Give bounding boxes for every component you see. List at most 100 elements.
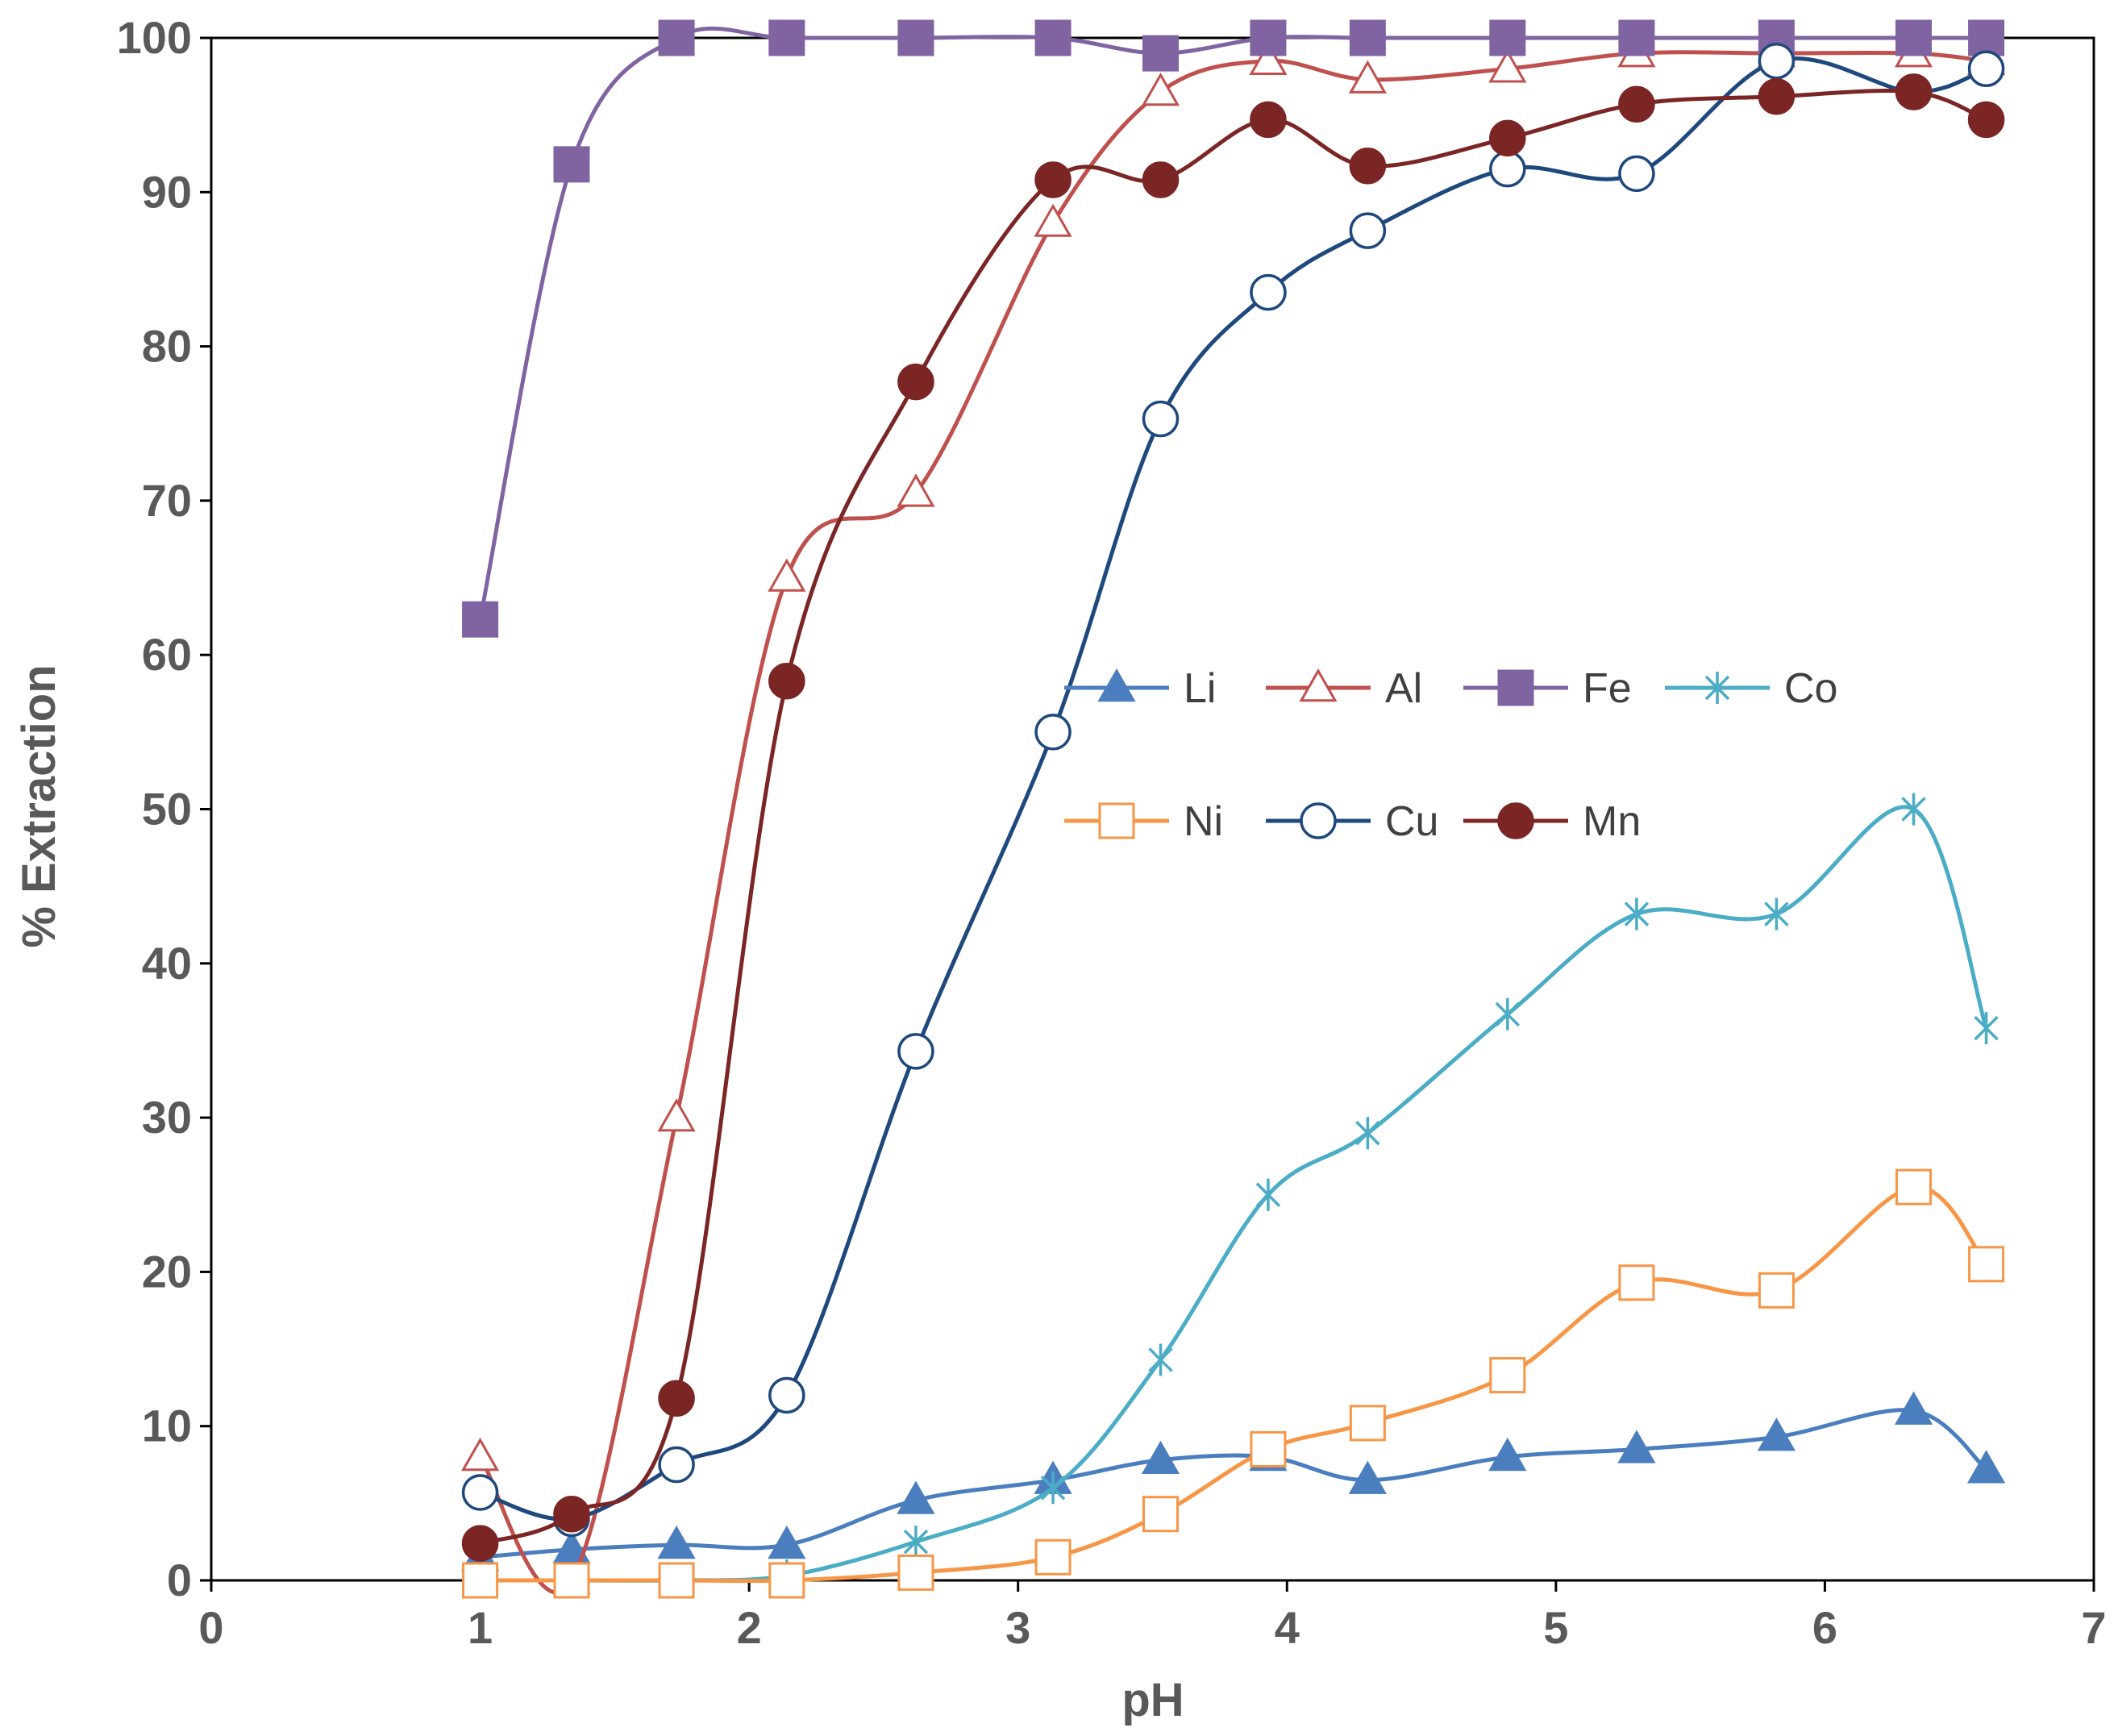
x-axis: 0 1 2 3 4 5 6 7 <box>198 1580 2107 1653</box>
data-point-mn <box>1034 161 1071 198</box>
data-point-al <box>1488 49 1527 83</box>
data-point-ni <box>1895 1168 1933 1205</box>
x-tick-label: 5 <box>1543 1602 1568 1653</box>
data-point-li <box>1488 1437 1527 1472</box>
data-point-mn <box>1618 85 1655 123</box>
data-point-co <box>1040 1472 1066 1505</box>
data-point-co <box>1764 897 1789 930</box>
data-point-fe <box>1349 19 1386 56</box>
data-point-ni <box>1349 1405 1386 1442</box>
data-point-mn <box>658 1380 695 1418</box>
data-point-co <box>1255 1178 1281 1211</box>
data-point-cu <box>768 1376 805 1414</box>
data-point-fe <box>768 19 805 56</box>
data-point-li <box>1966 1450 2006 1484</box>
legend-label-co: Co <box>1784 665 1837 712</box>
data-point-cu <box>1250 273 1287 311</box>
data-point-fe <box>658 19 695 56</box>
x-tick-label: 1 <box>468 1602 493 1653</box>
y-tick-label: 60 <box>142 629 192 680</box>
data-point-ni <box>1034 1538 1071 1576</box>
legend-item-al: Al <box>1266 665 1422 712</box>
data-point-co <box>1974 1012 1999 1045</box>
data-point-ni <box>1250 1430 1287 1467</box>
data-point-fe <box>1034 19 1071 56</box>
data-point-al <box>460 1437 500 1472</box>
data-point-mn <box>1895 73 1933 110</box>
x-axis-title: pH <box>1121 1674 1184 1726</box>
data-point-al <box>1141 72 1180 106</box>
legend-label-ni: Ni <box>1184 798 1223 845</box>
legend-item-co: Co <box>1665 665 1837 712</box>
data-point-cu <box>1349 212 1387 249</box>
data-point-mn <box>1349 148 1387 185</box>
data-point-li <box>1617 1430 1656 1463</box>
data-point-ni <box>1618 1264 1655 1301</box>
data-point-co <box>1624 897 1650 930</box>
series-ni <box>462 1168 2005 1599</box>
data-point-ni <box>768 1562 805 1599</box>
data-point-mn <box>553 1495 590 1533</box>
data-point-fe <box>897 19 934 56</box>
data-point-ni <box>462 1562 499 1599</box>
data-point-fe <box>1489 19 1526 56</box>
data-point-cu <box>1034 714 1071 751</box>
data-point-al <box>1034 203 1072 237</box>
series-fe <box>462 19 2005 638</box>
data-point-mn <box>1142 161 1180 198</box>
data-point-li <box>657 1525 696 1559</box>
data-point-mn <box>461 1525 499 1562</box>
series-line-cu <box>479 56 1987 1522</box>
data-point-cu <box>658 1446 695 1484</box>
data-point-fe <box>1250 19 1287 56</box>
data-point-fe <box>1142 35 1180 72</box>
data-point-mn <box>897 363 934 401</box>
data-point-mn <box>768 662 805 700</box>
data-point-al <box>768 558 806 592</box>
legend-item-fe: Fe <box>1463 665 1632 712</box>
y-axis-title: % Extraction <box>13 664 65 947</box>
legend-marker-al <box>1299 668 1338 702</box>
y-tick-label: 30 <box>142 1092 192 1143</box>
data-point-fe <box>462 601 499 638</box>
data-point-ni <box>1758 1272 1795 1309</box>
data-point-ni <box>897 1554 934 1591</box>
plot-area <box>210 36 2095 1582</box>
legend-marker-mn <box>1497 802 1534 839</box>
legend-item-cu: Cu <box>1266 798 1438 845</box>
data-point-fe <box>1895 19 1933 56</box>
data-point-ni <box>553 1562 590 1599</box>
data-point-cu <box>897 1033 934 1070</box>
data-point-cu <box>1967 50 2005 88</box>
legend-label-al: Al <box>1385 665 1422 712</box>
legend-label-li: Li <box>1184 665 1216 712</box>
series-mn <box>461 73 2005 1562</box>
data-point-cu <box>461 1474 499 1511</box>
data-point-co <box>1901 793 1926 826</box>
data-point-fe <box>553 146 590 183</box>
y-tick-label: 20 <box>142 1246 192 1297</box>
y-tick-label: 70 <box>142 475 192 526</box>
y-tick-label: 80 <box>142 321 192 372</box>
data-point-al <box>1348 60 1387 94</box>
y-tick-label: 90 <box>142 166 192 217</box>
legend-item-mn: Mn <box>1463 798 1641 845</box>
legend-label-mn: Mn <box>1583 798 1641 845</box>
data-point-cu <box>1142 400 1180 438</box>
data-point-li <box>1894 1391 1933 1425</box>
y-tick-label: 0 <box>167 1555 192 1605</box>
legend-item-ni: Ni <box>1064 798 1223 845</box>
data-point-li <box>1757 1418 1796 1451</box>
legend-marker-fe <box>1497 669 1534 706</box>
data-point-ni <box>1142 1496 1180 1533</box>
legend-marker-ni <box>1098 802 1135 839</box>
data-point-li <box>1141 1440 1180 1475</box>
data-point-co <box>1148 1343 1173 1376</box>
data-point-mn <box>1758 77 1796 115</box>
data-point-al <box>1249 41 1288 75</box>
legend-marker-li <box>1097 668 1136 702</box>
data-point-co <box>1495 997 1521 1030</box>
data-point-mn <box>1250 101 1287 139</box>
y-tick-label: 100 <box>117 12 192 63</box>
